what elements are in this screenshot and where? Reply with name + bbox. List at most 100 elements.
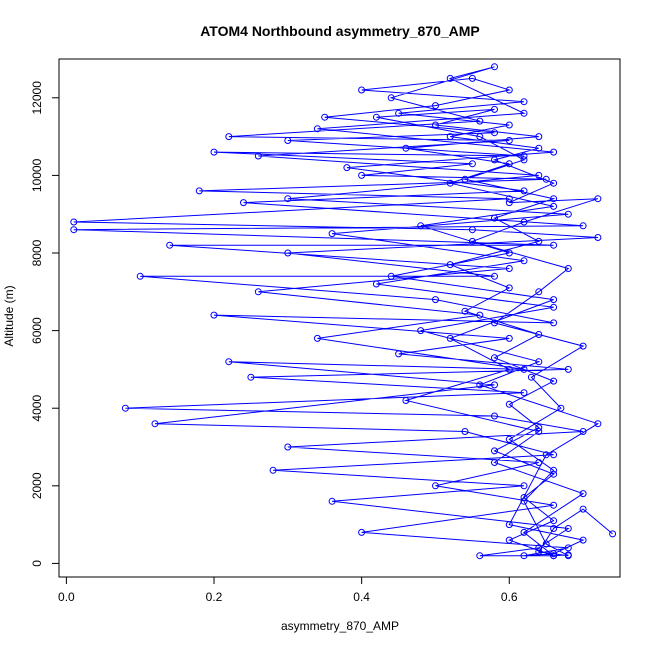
data-point [520, 389, 528, 397]
data-point [579, 342, 587, 350]
data-point [395, 109, 403, 117]
data-point [505, 334, 513, 342]
data-point [550, 179, 558, 187]
data-point [550, 451, 558, 459]
plot-layer [70, 63, 617, 560]
data-point [461, 428, 469, 435]
data-point [313, 334, 321, 342]
data-point [520, 152, 528, 160]
data-point [491, 214, 498, 222]
data-point [520, 98, 528, 106]
data-point [564, 365, 572, 373]
data-point [210, 311, 218, 319]
data-point [269, 466, 277, 474]
data-point [387, 272, 395, 280]
data-point [520, 497, 528, 505]
x-tick-label: 0.0 [58, 590, 75, 604]
data-point [446, 334, 454, 342]
data-point [535, 358, 543, 366]
data-point [446, 133, 454, 141]
data-point [461, 175, 469, 183]
data-point [594, 234, 602, 241]
data-point [491, 319, 498, 327]
data-point [372, 113, 380, 121]
data-point [505, 160, 513, 168]
data-point [313, 125, 321, 133]
data-point [432, 296, 439, 304]
data-point [446, 261, 454, 269]
data-point [328, 230, 336, 238]
data-point [446, 74, 454, 82]
data-point [491, 63, 498, 71]
data-point [491, 459, 498, 466]
data-point [505, 195, 513, 203]
data-point [491, 156, 498, 164]
data-point [564, 544, 572, 552]
data-point [505, 86, 513, 94]
data-point [505, 435, 513, 443]
data-point [476, 552, 484, 560]
data-point [535, 424, 543, 432]
data-point [505, 521, 513, 529]
data-point [579, 222, 587, 230]
y-tick-label: 6000 [30, 317, 44, 344]
data-point [358, 86, 366, 94]
data-point [468, 226, 476, 234]
data-point [579, 428, 587, 435]
data-point [564, 525, 572, 532]
data-point [579, 536, 587, 544]
data-point [225, 133, 233, 141]
data-point [284, 249, 292, 257]
data-point [505, 121, 513, 129]
y-tick-label: 2000 [30, 472, 44, 499]
data-point [520, 482, 528, 490]
data-point [321, 113, 329, 121]
data-point [432, 102, 439, 110]
data-point [579, 490, 587, 498]
data-point [505, 365, 513, 373]
data-point [505, 400, 513, 408]
data-point [70, 218, 78, 226]
data-point [151, 420, 159, 428]
data-point [550, 501, 558, 509]
data-point [284, 443, 292, 451]
data-point [550, 525, 558, 532]
data-point [550, 202, 558, 210]
data-point [505, 265, 513, 272]
data-point [594, 420, 602, 428]
data-point [535, 331, 543, 338]
data-point [136, 272, 144, 280]
y-axis-label: Altitude (m) [2, 285, 16, 346]
data-point [550, 550, 558, 558]
data-point [417, 327, 425, 335]
data-point [70, 226, 78, 234]
data-point [564, 210, 572, 218]
data-point [535, 428, 543, 435]
data-point [358, 528, 366, 536]
x-tick-label: 0.4 [353, 590, 370, 604]
data-point [491, 272, 498, 280]
data-point [446, 179, 454, 187]
data-point [247, 373, 255, 381]
data-point [527, 373, 535, 381]
data-point [550, 517, 558, 525]
data-point [195, 187, 203, 195]
data-point [542, 175, 550, 183]
data-point [520, 257, 528, 265]
data-point [535, 544, 543, 552]
data-point [535, 144, 543, 152]
data-point [476, 381, 484, 389]
data-point [535, 171, 543, 179]
data-point [550, 552, 558, 560]
data-point [358, 171, 366, 179]
data-point [557, 404, 565, 412]
data-point [432, 482, 439, 490]
data-point [550, 148, 558, 156]
data-point [491, 447, 498, 455]
data-point [166, 241, 174, 249]
data-point [491, 105, 498, 113]
y-axis: 0 2000 4000 6000 8000 10000 12000 [30, 81, 60, 567]
x-axis-label: asymmetry_870_AMP [281, 619, 399, 633]
data-point [468, 237, 476, 245]
